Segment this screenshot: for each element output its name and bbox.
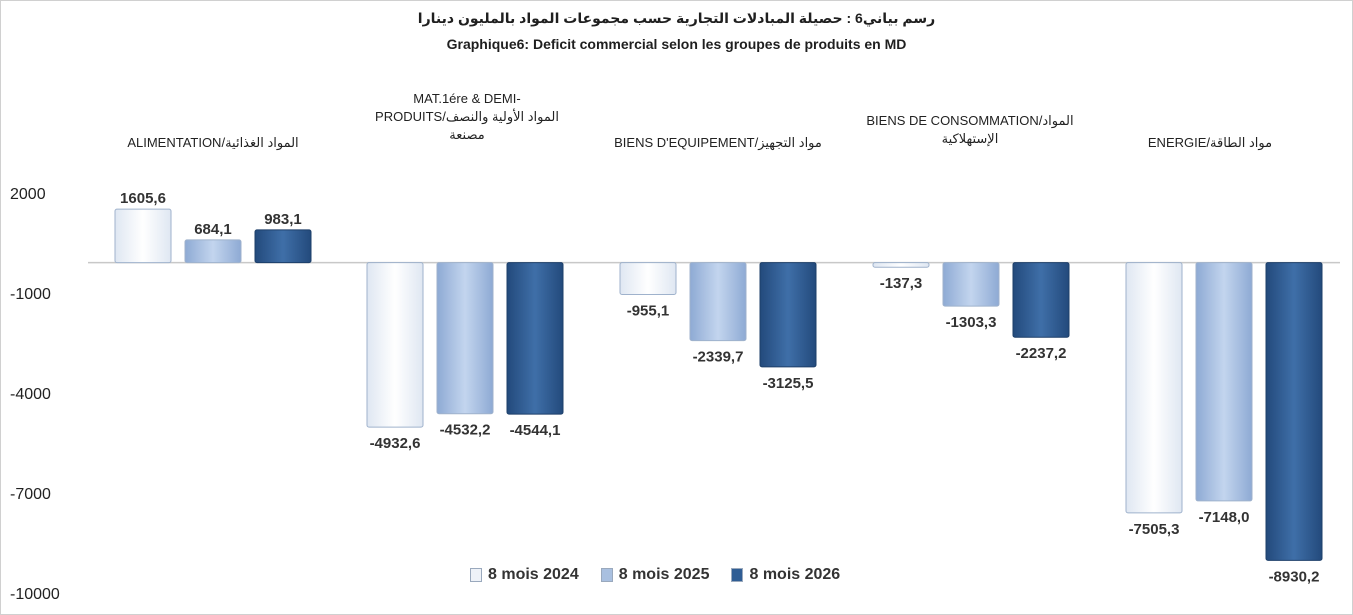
bar-energie-series-2 <box>1195 262 1253 502</box>
category-label-line: الإستهلاكية <box>941 131 999 146</box>
data-label-biens-consommation-series-2: -1303,3 <box>946 314 997 331</box>
bar-biens-equipement-series-3 <box>759 262 817 368</box>
legend-swatch-2024 <box>470 568 482 582</box>
bar-mat-premieres-series-2 <box>436 262 494 415</box>
bar-alimentation-series-1 <box>114 208 172 264</box>
data-label-energie-series-2: -7148,0 <box>1199 509 1250 526</box>
category-label-alimentation: ALIMENTATION/المواد الغذائية <box>93 134 333 152</box>
data-label-alimentation-series-2: 684,1 <box>194 221 232 238</box>
bar-energie-series-3 <box>1265 262 1323 561</box>
legend-swatch-2026 <box>731 568 744 582</box>
data-label-mat-premieres-series-1: -4932,6 <box>370 435 421 452</box>
data-label-biens-equipement-series-3: -3125,5 <box>763 375 814 392</box>
bar-biens-consommation-series-2 <box>942 262 1000 307</box>
legend-label-2024: 8 mois 2024 <box>488 566 579 583</box>
legend-swatch-2025 <box>600 568 613 582</box>
y-tick-label: 2000 <box>10 186 46 203</box>
legend: 8 mois 2024 8 mois 2025 8 mois 2026 <box>470 566 840 584</box>
legend-item-2024: 8 mois 2024 <box>470 566 579 584</box>
data-label-biens-equipement-series-1: -955,1 <box>627 303 670 320</box>
legend-label-2025: 8 mois 2025 <box>618 566 710 583</box>
y-tick-label: -10000 <box>10 586 60 603</box>
y-tick-label: -1000 <box>10 286 51 303</box>
data-label-biens-equipement-series-2: -2339,7 <box>693 349 744 366</box>
chart-title-arabic: رسم بياني6 : حصيلة المبادلات التجارية حس… <box>417 10 936 26</box>
chart-title: Graphique6: Deficit commercial selon les… <box>446 36 907 52</box>
category-label-line: PRODUITS/المواد الأولية والنصف <box>375 109 559 124</box>
category-label-line: MAT.1ére & DEMI- <box>413 91 521 106</box>
bar-biens-equipement-series-2 <box>689 262 747 342</box>
bar-energie-series-1 <box>1125 262 1183 514</box>
category-label-line: BIENS DE CONSOMMATION/المواد <box>866 113 1074 128</box>
category-label-line: مصنعة <box>449 127 485 142</box>
legend-item-2025: 8 mois 2025 <box>600 566 710 584</box>
data-label-energie-series-1: -7505,3 <box>1129 521 1180 538</box>
bar-alimentation-series-3 <box>254 229 312 264</box>
data-label-alimentation-series-1: 1605,6 <box>120 190 166 207</box>
bar-alimentation-series-2 <box>184 239 242 264</box>
data-label-energie-series-3: -8930,2 <box>1269 568 1320 585</box>
data-label-mat-premieres-series-3: -4544,1 <box>510 422 561 439</box>
bar-biens-consommation-series-3 <box>1012 262 1070 338</box>
data-label-mat-premieres-series-2: -4532,2 <box>440 422 491 439</box>
bar-biens-equipement-series-1 <box>619 262 677 296</box>
category-label-line: ALIMENTATION/المواد الغذائية <box>127 135 299 150</box>
y-tick-label: -7000 <box>10 486 51 503</box>
bar-biens-consommation-series-1 <box>872 262 930 268</box>
y-tick-label: -4000 <box>10 386 51 403</box>
legend-label-2026: 8 mois 2026 <box>749 566 841 583</box>
category-label-biens-consommation: BIENS DE CONSOMMATION/المواد الإستهلاكية <box>835 112 1105 148</box>
bar-mat-premieres-series-1 <box>366 262 424 428</box>
category-label-mat-premieres: MAT.1ére & DEMI- PRODUITS/المواد الأولية … <box>352 90 582 144</box>
data-label-biens-consommation-series-3: -2237,2 <box>1016 345 1067 362</box>
category-label-line: BIENS D'EQUIPEMENT/مواد التجهيز <box>614 135 822 150</box>
data-label-biens-consommation-series-1: -137,3 <box>880 275 923 292</box>
category-label-biens-equipement: BIENS D'EQUIPEMENT/مواد التجهيز <box>583 134 853 152</box>
bar-mat-premieres-series-3 <box>506 262 564 415</box>
category-label-energie: ENERGIE/مواد الطاقة <box>1100 134 1320 152</box>
legend-item-2026: 8 mois 2026 <box>731 566 840 584</box>
data-label-alimentation-series-3: 983,1 <box>264 211 302 228</box>
category-label-line: ENERGIE/مواد الطاقة <box>1147 135 1273 150</box>
